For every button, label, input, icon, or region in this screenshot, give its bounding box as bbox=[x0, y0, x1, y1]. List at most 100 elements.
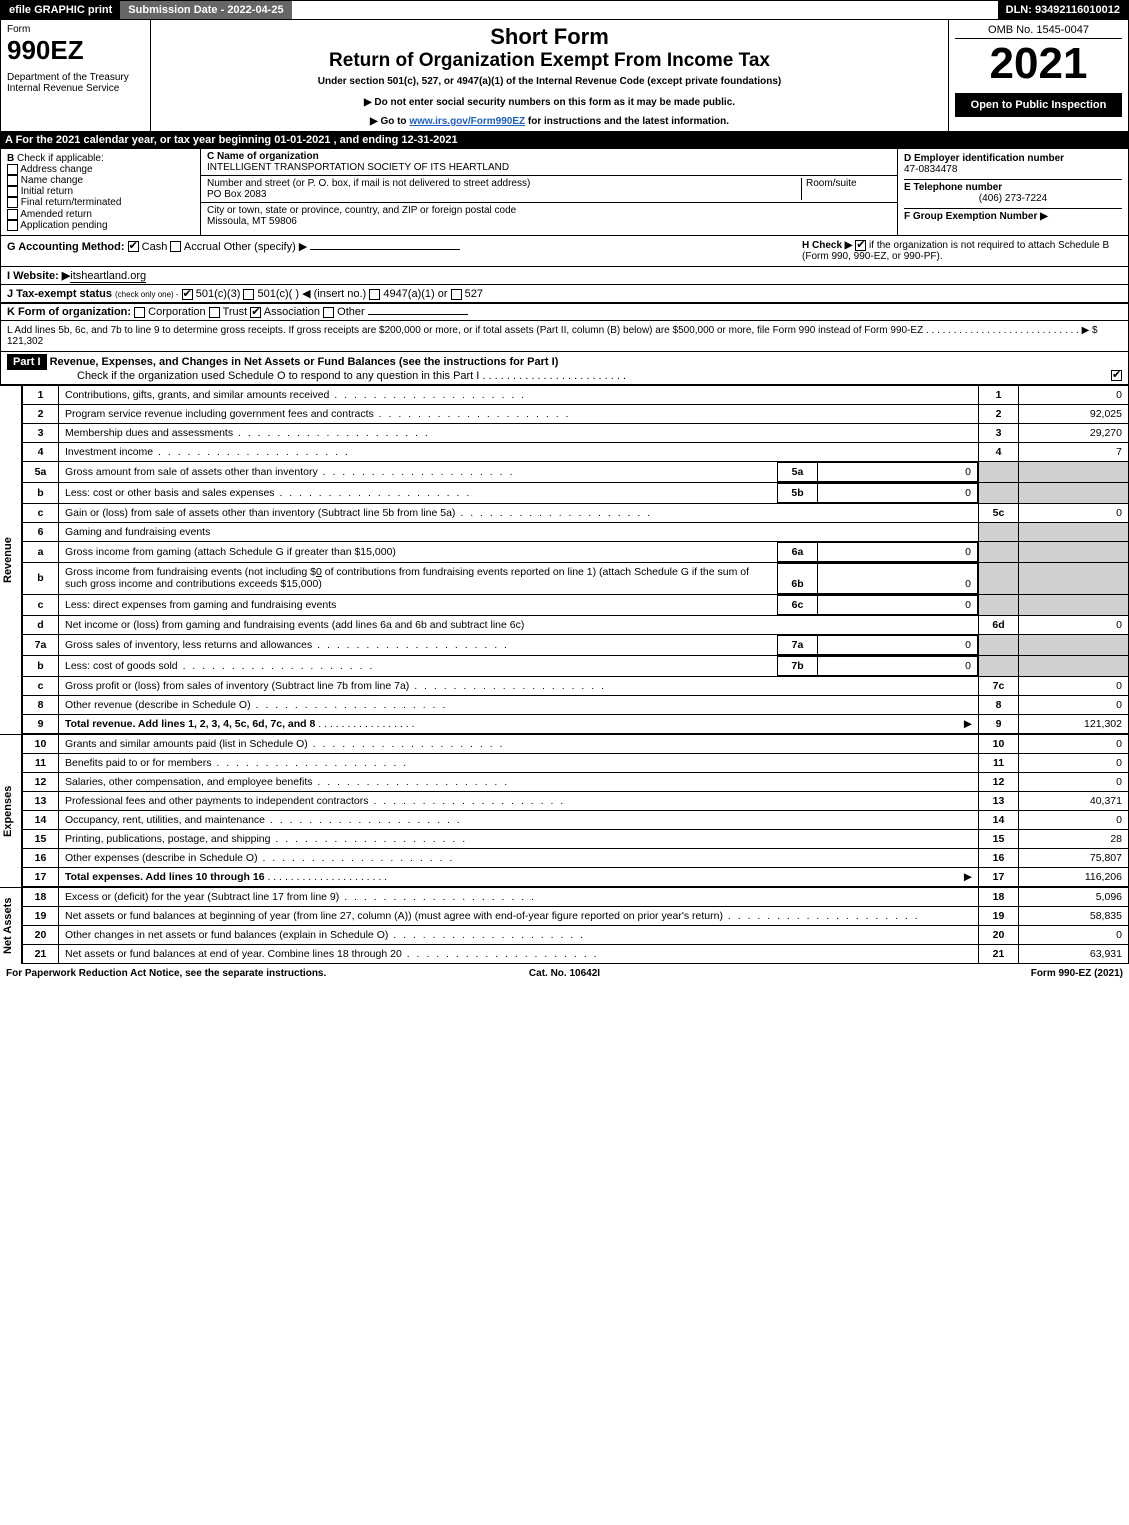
line-6: 6Gaming and fundraising events bbox=[23, 522, 1129, 541]
grey-cell bbox=[979, 541, 1019, 562]
row-h: H Check ▶ if the organization is not req… bbox=[802, 240, 1122, 262]
c-addr-block: Number and street (or P. O. box, if mail… bbox=[201, 176, 897, 203]
grey-cell bbox=[1019, 541, 1129, 562]
other-org-input[interactable] bbox=[368, 314, 468, 315]
final-return-checkbox[interactable] bbox=[7, 197, 18, 208]
line-6c: cLess: direct expenses from gaming and f… bbox=[23, 594, 1129, 615]
line-desc: Professional fees and other payments to … bbox=[59, 791, 979, 810]
line-15: 15Printing, publications, postage, and s… bbox=[23, 829, 1129, 848]
line-desc: Printing, publications, postage, and shi… bbox=[59, 829, 979, 848]
line-val: 5,096 bbox=[1019, 887, 1129, 906]
inner-val: 0 bbox=[818, 483, 978, 502]
form-left: Form 990EZ Department of the Treasury In… bbox=[1, 20, 151, 131]
line-desc: Other revenue (describe in Schedule O) bbox=[59, 695, 979, 714]
name-change-checkbox[interactable] bbox=[7, 175, 18, 186]
b-item-4: Amended return bbox=[20, 209, 92, 220]
j-o1: 501(c)(3) bbox=[196, 288, 241, 300]
desc-bold: Total expenses. Add lines 10 through 16 bbox=[65, 871, 265, 883]
g-cash: Cash bbox=[142, 241, 168, 253]
line-13: 13Professional fees and other payments t… bbox=[23, 791, 1129, 810]
c-city-block: City or town, state or province, country… bbox=[201, 203, 897, 229]
schedule-o-checkbox[interactable] bbox=[1111, 370, 1122, 381]
row-j: J Tax-exempt status (check only one) - 5… bbox=[0, 285, 1129, 303]
4947-checkbox[interactable] bbox=[369, 289, 380, 300]
part-1-title: Revenue, Expenses, and Changes in Net As… bbox=[50, 356, 559, 368]
line-17: 17Total expenses. Add lines 10 through 1… bbox=[23, 867, 1129, 886]
line-desc: Total expenses. Add lines 10 through 16 … bbox=[59, 867, 979, 886]
line-desc: Gross amount from sale of assets other t… bbox=[59, 461, 979, 482]
trust-checkbox[interactable] bbox=[209, 307, 220, 318]
k-o1: Corporation bbox=[148, 306, 205, 318]
line-val: 7 bbox=[1019, 442, 1129, 461]
line-desc: Occupancy, rent, utilities, and maintena… bbox=[59, 810, 979, 829]
footer-center: Cat. No. 10642I bbox=[378, 968, 750, 979]
k-o4: Other bbox=[337, 306, 365, 318]
grey-cell bbox=[979, 522, 1019, 541]
line-desc: Grants and similar amounts paid (list in… bbox=[59, 734, 979, 753]
501c3-checkbox[interactable] bbox=[182, 289, 193, 300]
line-numcol: 7c bbox=[979, 676, 1019, 695]
line-14: 14Occupancy, rent, utilities, and mainte… bbox=[23, 810, 1129, 829]
line-desc: Gross income from fundraising events (no… bbox=[59, 562, 979, 594]
cash-checkbox[interactable] bbox=[128, 241, 139, 252]
goto-link[interactable]: www.irs.gov/Form990EZ bbox=[409, 116, 525, 127]
corp-checkbox[interactable] bbox=[134, 307, 145, 318]
line-numcol: 8 bbox=[979, 695, 1019, 714]
line-val: 75,807 bbox=[1019, 848, 1129, 867]
line-desc: Gaming and fundraising events bbox=[59, 522, 979, 541]
grey-cell bbox=[1019, 461, 1129, 482]
f-label: F Group Exemption Number ▶ bbox=[904, 211, 1048, 222]
line-numcol: 21 bbox=[979, 944, 1019, 963]
line-7c: cGross profit or (loss) from sales of in… bbox=[23, 676, 1129, 695]
line-numcol: 20 bbox=[979, 925, 1019, 944]
website-link[interactable]: itsheartland.org bbox=[70, 270, 146, 283]
line-numcol: 11 bbox=[979, 753, 1019, 772]
line-val: 0 bbox=[1019, 734, 1129, 753]
initial-return-checkbox[interactable] bbox=[7, 186, 18, 197]
inner-no: 7b bbox=[778, 656, 818, 675]
line-val: 116,206 bbox=[1019, 867, 1129, 886]
other-specify-input[interactable] bbox=[310, 249, 460, 250]
b-item-0: Address change bbox=[20, 164, 92, 175]
line-desc: Net assets or fund balances at end of ye… bbox=[59, 944, 979, 963]
amended-return-checkbox[interactable] bbox=[7, 209, 18, 220]
desc-part1: Gross income from fundraising events (no… bbox=[65, 566, 316, 578]
c-addr-label: Number and street (or P. O. box, if mail… bbox=[207, 178, 530, 189]
accrual-checkbox[interactable] bbox=[170, 241, 181, 252]
501c-checkbox[interactable] bbox=[243, 289, 254, 300]
address-change-checkbox[interactable] bbox=[7, 164, 18, 175]
b-item-1: Name change bbox=[21, 175, 83, 186]
inner-no: 6a bbox=[778, 542, 818, 561]
line-1: 1Contributions, gifts, grants, and simil… bbox=[23, 385, 1129, 404]
application-pending-checkbox[interactable] bbox=[7, 220, 18, 231]
j-label: J Tax-exempt status bbox=[7, 288, 112, 300]
netassets-label: Net Assets bbox=[0, 887, 22, 964]
row-a: A For the 2021 calendar year, or tax yea… bbox=[0, 132, 1129, 149]
inner-val: 0 bbox=[818, 563, 978, 593]
j-o3: 4947(a)(1) or bbox=[383, 288, 447, 300]
line-val: 0 bbox=[1019, 810, 1129, 829]
grey-cell bbox=[979, 562, 1019, 594]
part-1-label: Part I bbox=[7, 354, 47, 370]
assoc-checkbox[interactable] bbox=[250, 307, 261, 318]
k-o3: Association bbox=[264, 306, 320, 318]
d-label: D Employer identification number bbox=[904, 153, 1064, 164]
line-val: 92,025 bbox=[1019, 404, 1129, 423]
under-section: Under section 501(c), 527, or 4947(a)(1)… bbox=[157, 76, 942, 87]
grey-cell bbox=[979, 634, 1019, 655]
schedule-b-checkbox[interactable] bbox=[855, 240, 866, 251]
line-desc: Program service revenue including govern… bbox=[59, 404, 979, 423]
grey-cell bbox=[1019, 634, 1129, 655]
527-checkbox[interactable] bbox=[451, 289, 462, 300]
efile-print[interactable]: efile GRAPHIC print bbox=[1, 1, 120, 19]
inner-no: 7a bbox=[778, 635, 818, 654]
line-numcol: 1 bbox=[979, 385, 1019, 404]
line-numcol: 4 bbox=[979, 442, 1019, 461]
other-org-checkbox[interactable] bbox=[323, 307, 334, 318]
e-label: E Telephone number bbox=[904, 182, 1002, 193]
grey-cell bbox=[1019, 655, 1129, 676]
grey-cell bbox=[979, 482, 1019, 503]
dln: DLN: 93492116010012 bbox=[998, 1, 1128, 19]
open-inspection-badge: Open to Public Inspection bbox=[955, 93, 1122, 117]
line-desc: Less: cost or other basis and sales expe… bbox=[59, 482, 979, 503]
